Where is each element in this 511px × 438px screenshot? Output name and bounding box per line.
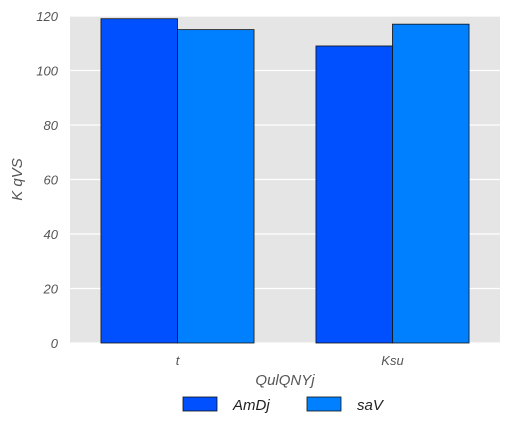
x-axis-label: QulQNYj xyxy=(255,372,315,389)
legend: AmDj saV xyxy=(182,396,385,414)
y-ticks: 0 20 40 60 80 100 120 xyxy=(36,9,58,351)
bar xyxy=(100,18,178,344)
y-tick-label: 0 xyxy=(51,336,59,351)
y-tick-label: 120 xyxy=(36,9,58,24)
y-tick-label: 80 xyxy=(44,118,59,133)
y-axis-label: K qVS xyxy=(9,158,26,201)
x-ticks: t Ksu xyxy=(176,353,404,368)
legend-item: AmDj xyxy=(182,396,270,414)
x-tick-label: t xyxy=(176,353,181,368)
legend-label: AmDj xyxy=(232,397,270,414)
bar xyxy=(177,29,255,344)
legend-label: saV xyxy=(357,397,385,414)
y-tick-label: 100 xyxy=(36,64,58,79)
x-tick-label: Ksu xyxy=(381,353,403,368)
legend-swatch xyxy=(306,396,342,412)
legend-item: saV xyxy=(306,396,385,414)
y-tick-label: 40 xyxy=(44,227,59,242)
bars xyxy=(100,18,470,344)
y-tick-label: 20 xyxy=(43,282,59,297)
legend-swatch xyxy=(182,396,218,412)
bar xyxy=(392,23,470,344)
bar xyxy=(315,45,393,344)
y-tick-label: 60 xyxy=(44,173,59,188)
